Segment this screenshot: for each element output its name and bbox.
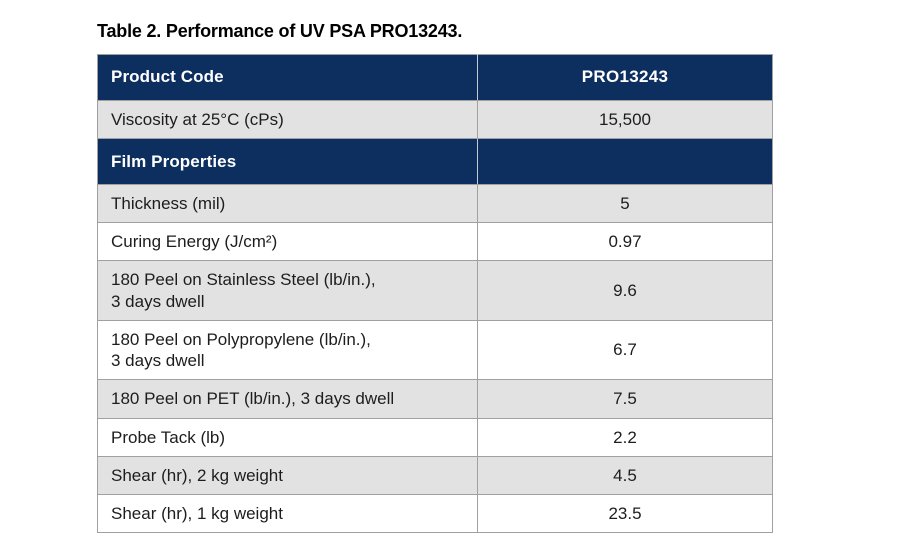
row-value: 7.5 xyxy=(477,379,773,419)
table-header-row: Product Code PRO13243 xyxy=(97,53,773,101)
performance-table: Product Code PRO13243 Viscosity at 25°C … xyxy=(97,53,773,534)
table-row: Shear (hr), 2 kg weight 4.5 xyxy=(97,455,773,496)
row-label: Curing Energy (J/cm²) xyxy=(97,222,478,262)
table-row: Probe Tack (lb) 2.2 xyxy=(97,417,773,457)
table-row: 180 Peel on Stainless Steel (lb/in.), 3 … xyxy=(97,260,773,321)
row-label: 180 Peel on Polypropylene (lb/in.), 3 da… xyxy=(97,319,478,381)
row-label: 180 Peel on Stainless Steel (lb/in.), 3 … xyxy=(97,260,478,321)
column-header-product-value: PRO13243 xyxy=(477,53,773,101)
row-label: Film Properties xyxy=(97,137,478,185)
table-title: Table 2. Performance of UV PSA PRO13243. xyxy=(97,21,463,41)
column-header-product-code: Product Code xyxy=(97,53,478,101)
row-value: 6.7 xyxy=(477,319,773,381)
row-value xyxy=(477,137,773,185)
row-label: Thickness (mil) xyxy=(97,183,478,224)
row-label: Shear (hr), 2 kg weight xyxy=(97,455,478,496)
table-row: Shear (hr), 1 kg weight 23.5 xyxy=(97,494,773,534)
table-container: Table 2. Performance of UV PSA PRO13243.… xyxy=(97,21,773,534)
row-value: 23.5 xyxy=(477,494,773,534)
row-value: 15,500 xyxy=(477,99,773,139)
section-header-row: Film Properties xyxy=(97,137,773,185)
table-row: Thickness (mil) 5 xyxy=(97,183,773,224)
row-value: 0.97 xyxy=(477,222,773,262)
table-row: Viscosity at 25°C (cPs) 15,500 xyxy=(97,99,773,139)
table-row: 180 Peel on PET (lb/in.), 3 days dwell 7… xyxy=(97,379,773,419)
row-label: 180 Peel on PET (lb/in.), 3 days dwell xyxy=(97,379,478,419)
row-label: Viscosity at 25°C (cPs) xyxy=(97,99,478,139)
row-label: Shear (hr), 1 kg weight xyxy=(97,494,478,534)
table-row: Curing Energy (J/cm²) 0.97 xyxy=(97,222,773,262)
table-body: Viscosity at 25°C (cPs) 15,500 Film Prop… xyxy=(97,99,773,534)
row-value: 9.6 xyxy=(477,260,773,321)
row-value: 5 xyxy=(477,183,773,224)
row-label: Probe Tack (lb) xyxy=(97,417,478,457)
table-row: 180 Peel on Polypropylene (lb/in.), 3 da… xyxy=(97,319,773,381)
row-value: 2.2 xyxy=(477,417,773,457)
row-value: 4.5 xyxy=(477,455,773,496)
